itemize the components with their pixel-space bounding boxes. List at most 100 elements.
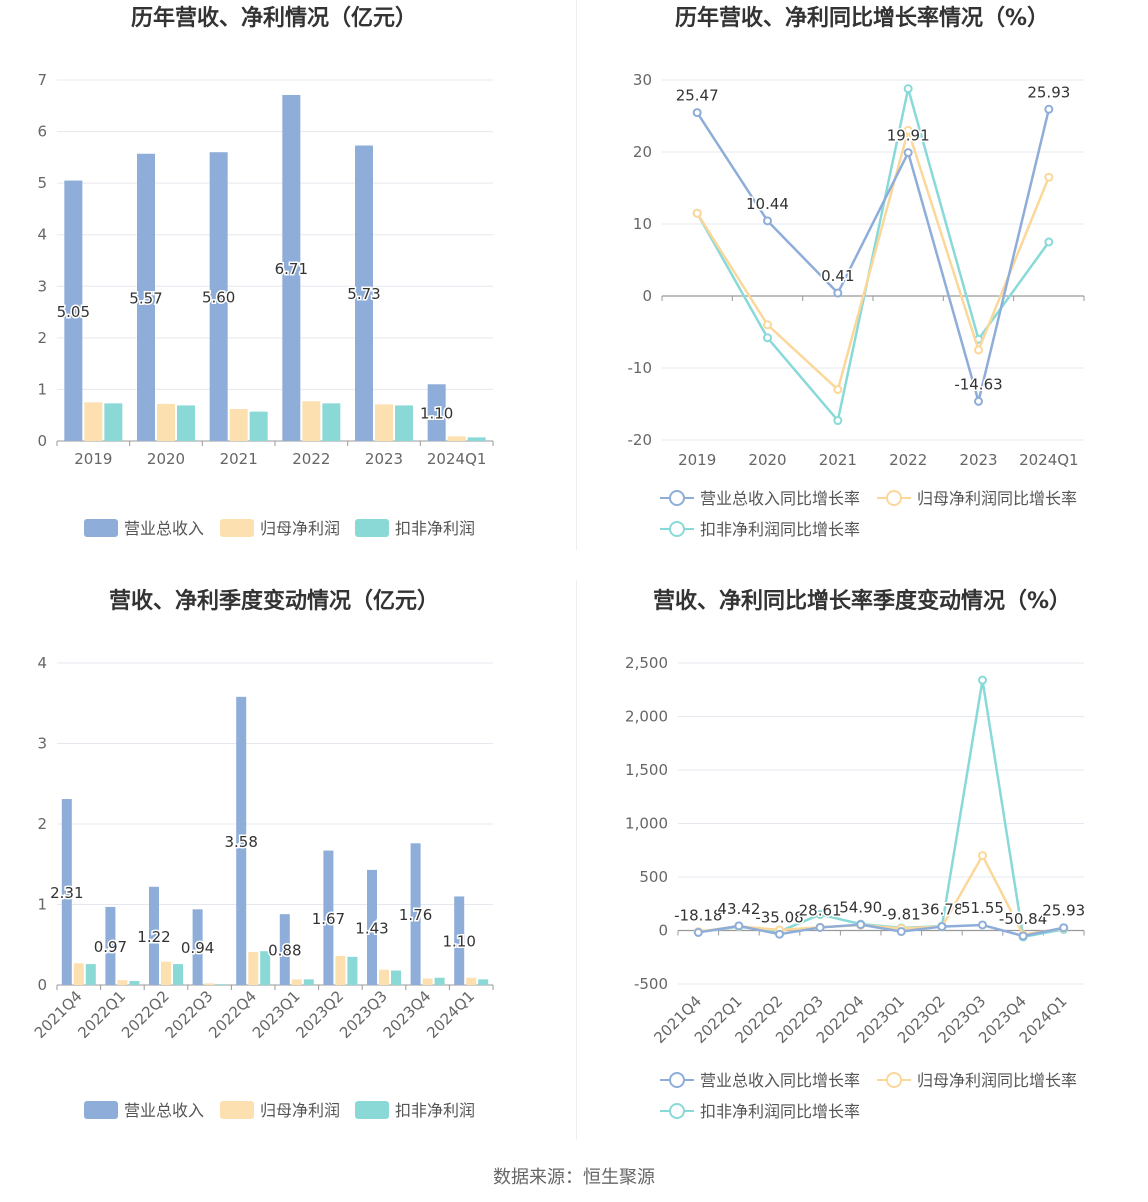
x-tick-label: 2021Q4 <box>31 987 86 1042</box>
y-tick-label: 30 <box>633 71 652 89</box>
series-point <box>763 320 772 330</box>
series-point <box>1044 172 1054 182</box>
data-label: 1.67 <box>312 910 345 928</box>
bar-revenue <box>137 153 155 442</box>
series-line-2 <box>696 88 1050 424</box>
legend-swatch <box>355 1101 389 1119</box>
bar-revenue <box>282 94 301 441</box>
bar-net-profit <box>375 404 393 441</box>
data-label: 0.41 <box>821 267 854 285</box>
y-tick-label: 20 <box>633 143 652 161</box>
bar-net-profit <box>248 951 259 985</box>
y-tick-label: 3 <box>37 277 47 295</box>
y-tick-label: 2 <box>37 815 47 833</box>
bar-net-profit <box>291 979 302 985</box>
legend-label: 营业总收入 <box>124 519 204 538</box>
x-tick-label: 2022Q1 <box>74 987 129 1042</box>
annual-revenue-profit-chart: 历年营收、净利情况（亿元） 0 1 2 3 4 5 6 7 5.05 2019 5.57 2020 5.6… <box>37 5 494 538</box>
bar-net-profit <box>157 403 175 441</box>
x-tick-label: 2019 <box>74 450 112 468</box>
data-label: 36.78 <box>920 901 963 919</box>
bar-net-profit <box>229 409 248 441</box>
y-tick-label: 0 <box>658 922 668 940</box>
series-point <box>903 84 913 94</box>
series-line-0 <box>698 923 1064 938</box>
bar-deducted-net-profit <box>129 980 140 985</box>
y-tick-label: 500 <box>639 868 668 886</box>
bar-revenue <box>355 145 373 441</box>
x-tick-label: 2022Q2 <box>118 987 173 1042</box>
legend-marker <box>886 1072 902 1088</box>
panel-divider-top <box>576 0 577 550</box>
bar-revenue <box>279 914 290 985</box>
data-label: 51.55 <box>961 899 1004 917</box>
series-point <box>974 396 983 406</box>
y-tick-label: 2,000 <box>625 708 668 726</box>
y-tick-label: 4 <box>37 654 47 672</box>
series-point <box>775 929 784 939</box>
legend-swatch <box>84 519 118 537</box>
panel-divider-bottom <box>576 580 577 1140</box>
data-label: 1.22 <box>137 928 170 946</box>
data-label: 25.93 <box>1027 83 1070 101</box>
legend-marker <box>669 490 685 506</box>
x-tick-label: 2024Q1 <box>423 987 478 1042</box>
y-tick-label: 0 <box>37 976 47 994</box>
legend-swatch <box>84 1101 118 1119</box>
bar-net-profit <box>379 969 389 985</box>
bar-revenue <box>105 906 116 985</box>
data-label: -35.08 <box>755 908 803 926</box>
x-tick-label: 2019 <box>678 451 716 469</box>
y-tick-label: 2,500 <box>625 654 668 672</box>
bar-revenue <box>149 886 159 985</box>
data-label: 54.90 <box>839 899 882 917</box>
bar-revenue <box>454 896 465 985</box>
legend-label: 扣非净利润同比增长率 <box>700 520 860 539</box>
y-tick-label: 3 <box>37 735 47 753</box>
y-tick-label: 0 <box>642 287 652 305</box>
bar-revenue <box>61 799 72 985</box>
legend-label: 营业总收入 <box>124 1101 204 1120</box>
legend-label: 扣非净利润 <box>395 1101 475 1120</box>
bar-deducted-net-profit <box>303 979 314 985</box>
data-label: 5.57 <box>129 289 162 307</box>
legend-marker <box>669 1072 685 1088</box>
bar-deducted-net-profit <box>173 964 183 985</box>
x-tick-label: 2023 <box>365 450 403 468</box>
y-tick-label: -500 <box>634 975 668 993</box>
bar-revenue <box>367 869 377 985</box>
bar-revenue <box>427 384 446 441</box>
chart-title: 营收、净利同比增长率季度变动情况（%） <box>653 588 1071 614</box>
legend-label: 归母净利润 <box>260 1101 340 1120</box>
bar-deducted-net-profit <box>260 951 271 985</box>
bar-revenue <box>209 152 228 441</box>
series-point <box>763 333 772 343</box>
series-point <box>978 675 987 685</box>
x-tick-label: 2023Q3 <box>336 987 391 1042</box>
y-tick-label: 7 <box>37 71 47 89</box>
data-label: -14.63 <box>954 375 1002 393</box>
series-point <box>1044 104 1054 114</box>
bar-revenue <box>410 843 421 985</box>
series-point <box>1018 931 1028 941</box>
x-tick-label: 2024Q1 <box>1019 451 1079 469</box>
bar-deducted-net-profit <box>322 403 341 441</box>
chart-title: 历年营收、净利同比增长率情况（%） <box>675 5 1049 31</box>
y-tick-label: 4 <box>37 226 47 244</box>
series-point <box>833 416 843 426</box>
series-point <box>896 927 906 937</box>
legend-swatch <box>220 1101 254 1119</box>
series-point <box>692 108 702 118</box>
series-point <box>978 920 987 930</box>
x-tick-label: 2023Q1 <box>249 987 304 1042</box>
legend-swatch <box>355 519 389 537</box>
series-point <box>693 927 703 937</box>
data-label: 6.71 <box>275 260 308 278</box>
y-tick-label: 1 <box>37 896 47 914</box>
x-tick-label: 2020 <box>748 451 786 469</box>
x-tick-label: 2022Q3 <box>162 987 217 1042</box>
series-point <box>903 125 913 135</box>
bar-net-profit <box>335 956 346 985</box>
series-point <box>856 920 866 930</box>
series-point <box>815 922 825 932</box>
